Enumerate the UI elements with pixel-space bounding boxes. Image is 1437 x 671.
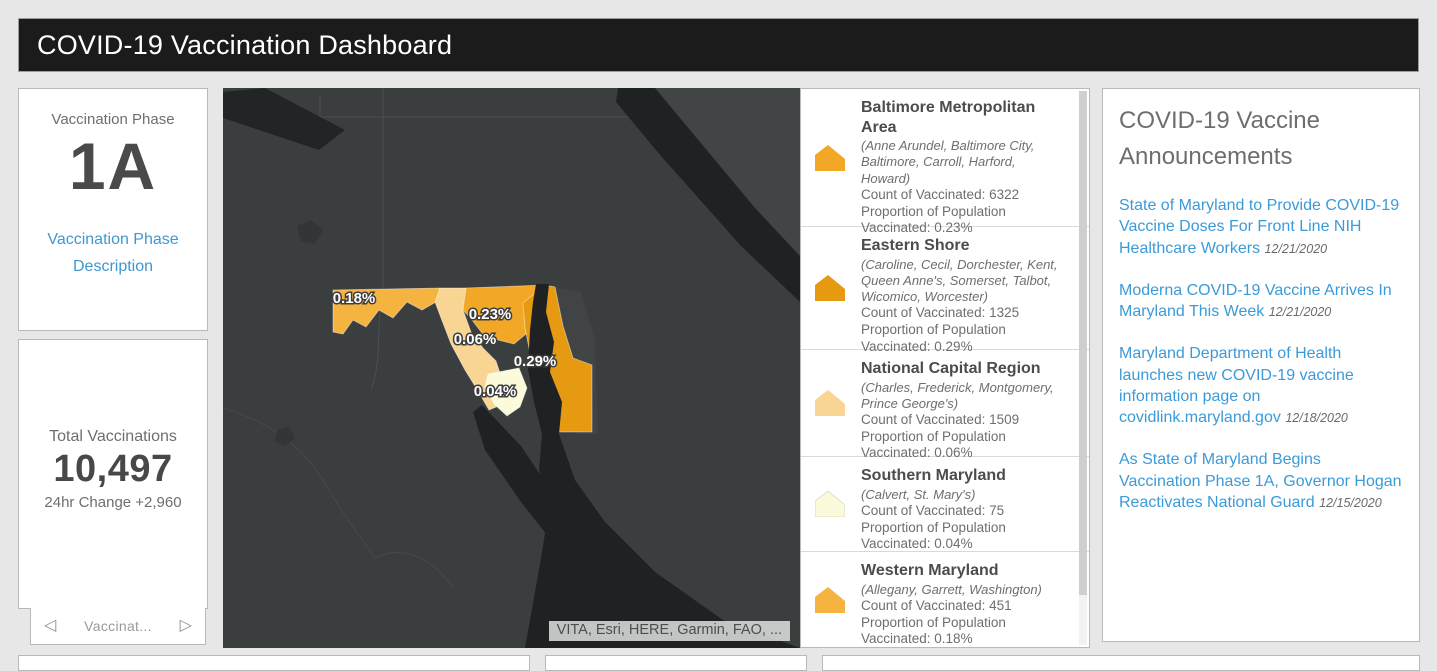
map-label-western: 0.18% xyxy=(333,290,376,307)
legend-region-count: Count of Vaccinated: 451 xyxy=(861,597,1012,613)
region-swatch-icon xyxy=(815,587,845,613)
pager-next-icon[interactable]: ▷ xyxy=(179,617,192,634)
total-vaccinations-label: Total Vaccinations xyxy=(49,428,177,445)
legend-region-count: Count of Vaccinated: 75 xyxy=(861,502,1005,518)
legend-region-name: Southern Maryland xyxy=(861,467,1006,484)
announcement-date: 12/18/2020 xyxy=(1285,411,1348,426)
legend-region-proportion: Proportion of Population Vaccinated: 0.2… xyxy=(861,203,1006,236)
legend-swatch-national-capital xyxy=(815,359,861,447)
legend-region-count: Count of Vaccinated: 1325 xyxy=(861,305,1020,321)
map-label-national-capital: 0.06% xyxy=(454,331,497,348)
page-title: COVID-19 Vaccination Dashboard xyxy=(37,29,453,60)
legend-region-count: Count of Vaccinated: 6322 xyxy=(861,186,1020,202)
legend-swatch-southern-maryland xyxy=(815,466,861,542)
legend-region-name: National Capital Region xyxy=(861,360,1041,377)
region-swatch-icon xyxy=(815,275,845,301)
pager-prev-icon[interactable]: ◁ xyxy=(44,617,57,634)
panel-pager: ◁ Vaccinat... ▷ xyxy=(30,608,206,645)
map-attribution[interactable]: VITA, Esri, HERE, Garmin, FAO, ... xyxy=(548,621,790,641)
legend-swatch-eastern-shore xyxy=(815,236,861,340)
announcement-item: As State of Maryland Begins Vaccination … xyxy=(1119,449,1403,513)
daily-change-value: 24hr Change +2,960 xyxy=(44,494,182,511)
legend-region-counties: (Calvert, St. Mary's) xyxy=(861,486,976,502)
legend-region-counties: (Caroline, Cecil, Dorchester, Kent, Quee… xyxy=(861,256,1058,305)
legend-region-proportion: Proportion of Population Vaccinated: 0.0… xyxy=(861,519,1006,552)
announcement-item: Moderna COVID-19 Vaccine Arrives In Mary… xyxy=(1119,280,1403,323)
total-vaccinations-panel: Total Vaccinations 10,497 24hr Change +2… xyxy=(18,339,208,609)
legend-region-name: Baltimore Metropolitan Area xyxy=(861,99,1036,136)
legend-item-baltimore: Baltimore Metropolitan Area (Anne Arunde… xyxy=(801,89,1089,235)
legend-region-proportion: Proportion of Population Vaccinated: 0.0… xyxy=(861,428,1006,461)
announcement-date: 12/21/2020 xyxy=(1268,305,1332,320)
urban-area xyxy=(297,220,323,244)
announcement-date: 12/21/2020 xyxy=(1264,241,1328,256)
region-swatch-icon xyxy=(815,390,845,416)
legend-swatch-western-maryland xyxy=(815,561,861,639)
legend-region-counties: (Anne Arundel, Baltimore City, Baltimore… xyxy=(861,138,1035,186)
bottom-panel-partial xyxy=(545,655,807,671)
map-label-eastern-shore: 0.29% xyxy=(514,353,557,370)
announcements-title: COVID-19 Vaccine Announcements xyxy=(1119,107,1320,170)
map-canvas[interactable]: 0.18% 0.23% 0.06% 0.29% 0.04% VITA, Esri… xyxy=(223,88,800,648)
legend-item-western-maryland: Western Maryland (Allegany, Garrett, Was… xyxy=(801,552,1089,647)
legend-region-count: Count of Vaccinated: 1509 xyxy=(861,412,1020,428)
phase-description-link[interactable]: Vaccination Phase Description xyxy=(47,231,179,275)
map-legend-panel: Baltimore Metropolitan Area (Anne Arunde… xyxy=(800,88,1090,648)
legend-region-name: Eastern Shore xyxy=(861,237,970,254)
vaccination-phase-panel: Vaccination Phase 1A Vaccination Phase D… xyxy=(18,88,208,331)
map-label-baltimore: 0.23% xyxy=(469,306,512,323)
urban-area xyxy=(275,426,295,446)
region-swatch-icon xyxy=(815,144,845,171)
bottom-panel-partial xyxy=(18,655,530,671)
region-swatch-icon xyxy=(815,491,845,517)
water-lower-bay xyxy=(525,434,800,648)
legend-region-counties: (Allegany, Garrett, Washington) xyxy=(861,581,1042,597)
map-label-southern: 0.04% xyxy=(474,383,517,400)
legend-swatch-baltimore xyxy=(815,98,861,217)
phase-value: 1A xyxy=(68,129,158,203)
legend-region-counties: (Charles, Frederick, Montgomery, Prince … xyxy=(861,379,1054,411)
announcement-link[interactable]: State of Maryland to Provide COVID-19 Va… xyxy=(1119,197,1400,257)
announcement-link[interactable]: As State of Maryland Begins Vaccination … xyxy=(1119,451,1402,511)
bottom-panel-partial xyxy=(822,655,1420,671)
legend-item-southern-maryland: Southern Maryland (Calvert, St. Mary's) … xyxy=(801,457,1089,552)
water-chesapeake-bay xyxy=(528,284,562,434)
legend-scrollbar-thumb[interactable] xyxy=(1079,91,1087,596)
legend-item-eastern-shore: Eastern Shore (Caroline, Cecil, Dorchest… xyxy=(801,227,1089,354)
legend-item-national-capital: National Capital Region (Charles, Freder… xyxy=(801,350,1089,460)
region-southern-maryland[interactable] xyxy=(484,367,528,417)
announcement-item: State of Maryland to Provide COVID-19 Va… xyxy=(1119,195,1403,259)
water-delaware-bay xyxy=(616,88,800,302)
water-river xyxy=(223,88,345,150)
phase-label: Vaccination Phase xyxy=(51,111,175,128)
pager-label: Vaccinat... xyxy=(84,618,152,634)
announcements-panel: COVID-19 Vaccine Announcements State of … xyxy=(1102,88,1420,642)
legend-region-name: Western Maryland xyxy=(861,562,999,579)
legend-region-proportion: Proportion of Population Vaccinated: 0.1… xyxy=(861,614,1006,647)
legend-region-proportion: Proportion of Population Vaccinated: 0.2… xyxy=(861,322,1006,354)
maryland-regions-map: 0.18% 0.23% 0.06% 0.29% 0.04% xyxy=(223,88,800,648)
announcement-link[interactable]: Moderna COVID-19 Vaccine Arrives In Mary… xyxy=(1119,281,1392,321)
announcement-link[interactable]: Maryland Department of Health launches n… xyxy=(1119,345,1354,427)
legend-scrollbar-track[interactable] xyxy=(1079,91,1087,645)
dashboard-header: COVID-19 Vaccination Dashboard xyxy=(18,18,1419,72)
announcement-date: 12/15/2020 xyxy=(1319,495,1382,510)
announcement-item: Maryland Department of Health launches n… xyxy=(1119,343,1403,428)
total-vaccinations-value: 10,497 xyxy=(53,448,173,490)
